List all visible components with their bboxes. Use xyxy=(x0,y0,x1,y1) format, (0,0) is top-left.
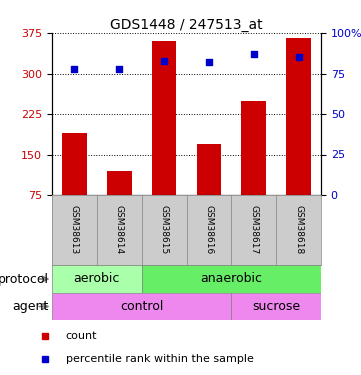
Text: sucrose: sucrose xyxy=(252,300,300,313)
Text: percentile rank within the sample: percentile rank within the sample xyxy=(66,354,253,364)
Text: aerobic: aerobic xyxy=(74,273,120,285)
Text: GSM38617: GSM38617 xyxy=(249,206,258,255)
Bar xyxy=(142,265,321,293)
Bar xyxy=(52,265,142,293)
Text: GSM38616: GSM38616 xyxy=(204,206,213,255)
Bar xyxy=(52,293,231,320)
Bar xyxy=(197,144,221,195)
Bar xyxy=(107,171,131,195)
Point xyxy=(296,54,301,60)
Text: GSM38615: GSM38615 xyxy=(160,206,169,255)
Point xyxy=(251,51,257,57)
Text: anaerobic: anaerobic xyxy=(200,273,262,285)
Point xyxy=(161,57,167,63)
Text: agent: agent xyxy=(12,300,48,313)
Bar xyxy=(152,41,177,195)
Text: GSM38614: GSM38614 xyxy=(115,206,124,255)
Text: count: count xyxy=(66,331,97,341)
Bar xyxy=(62,133,87,195)
Title: GDS1448 / 247513_at: GDS1448 / 247513_at xyxy=(110,18,263,32)
Bar xyxy=(286,38,311,195)
Bar xyxy=(242,100,266,195)
Text: GSM38618: GSM38618 xyxy=(294,206,303,255)
Text: GSM38613: GSM38613 xyxy=(70,206,79,255)
Text: control: control xyxy=(120,300,164,313)
Bar xyxy=(231,293,321,320)
Text: protocol: protocol xyxy=(0,273,48,285)
Point xyxy=(206,59,212,65)
Point xyxy=(71,66,77,72)
Point xyxy=(116,66,122,72)
